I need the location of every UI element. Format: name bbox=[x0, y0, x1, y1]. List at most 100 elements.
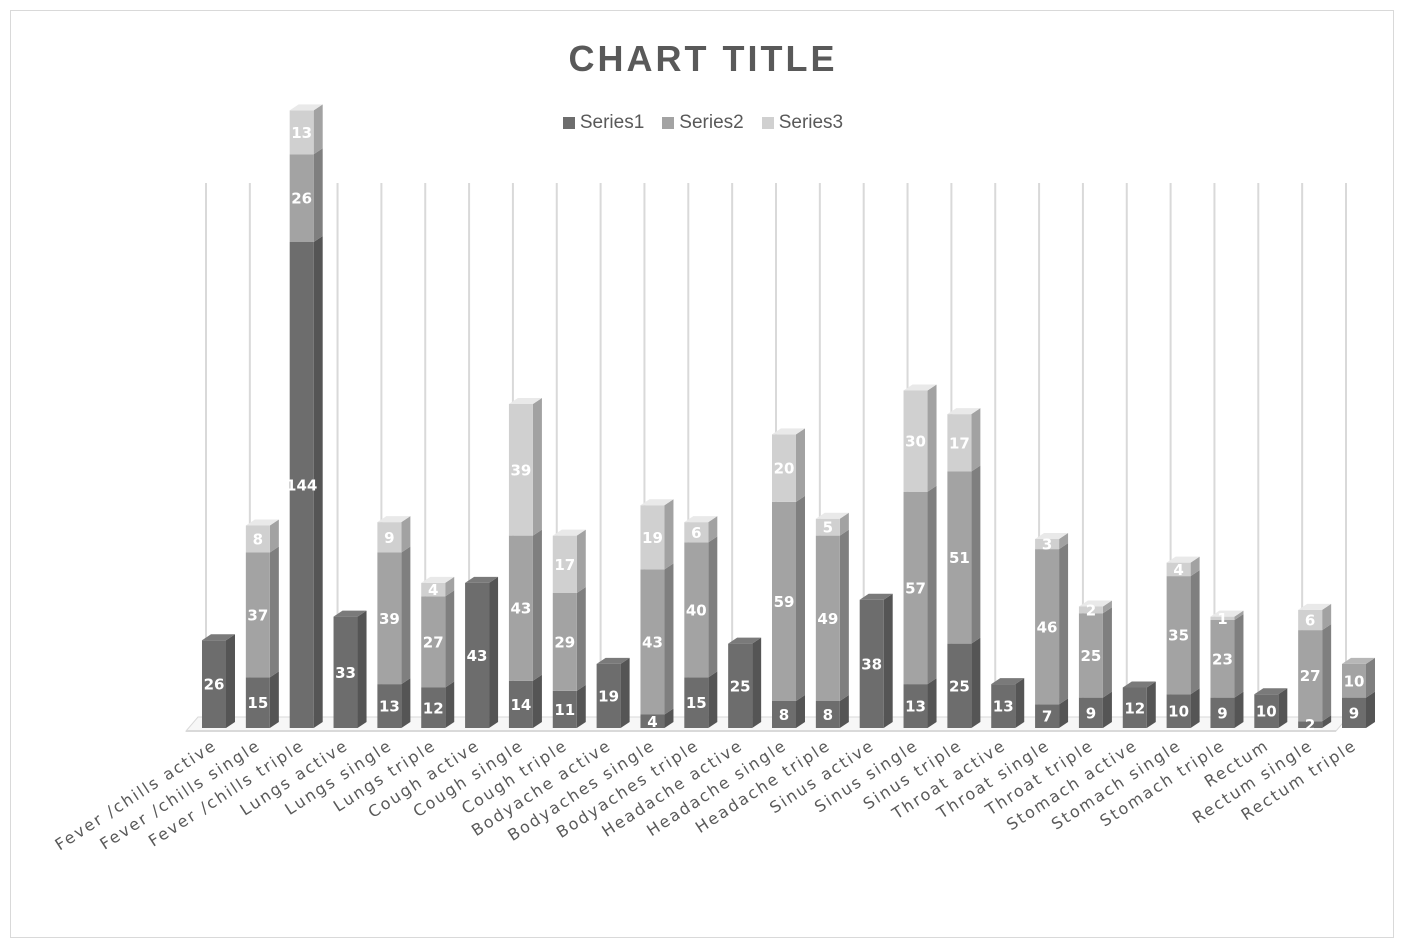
bar-segment bbox=[245, 677, 270, 728]
data-label: 59 bbox=[774, 593, 795, 611]
bar-top bbox=[465, 576, 499, 583]
data-label: 13 bbox=[905, 698, 926, 716]
data-label: 5 bbox=[823, 519, 833, 537]
bar-segment bbox=[772, 434, 796, 502]
bar-top bbox=[596, 657, 630, 664]
bar-side bbox=[796, 695, 805, 728]
data-label: 25 bbox=[949, 677, 970, 695]
data-label: 40 bbox=[686, 601, 707, 619]
bar-segment bbox=[1210, 616, 1235, 620]
bar-side bbox=[1322, 715, 1332, 728]
data-label: 39 bbox=[379, 610, 400, 628]
data-label: 12 bbox=[1124, 699, 1145, 717]
bar-side bbox=[708, 536, 718, 678]
bar-segment bbox=[1078, 606, 1103, 614]
bar-side bbox=[1059, 698, 1069, 728]
data-label: 20 bbox=[774, 460, 795, 478]
bar-top bbox=[1254, 688, 1288, 695]
bar-segment bbox=[815, 701, 840, 728]
bar-segment bbox=[596, 663, 621, 728]
bar-segment bbox=[377, 684, 402, 728]
bar-segment bbox=[859, 599, 884, 728]
bar-segment bbox=[947, 471, 972, 644]
data-label: 27 bbox=[1300, 667, 1321, 685]
bar-side bbox=[226, 634, 235, 728]
data-label: 39 bbox=[510, 461, 531, 479]
data-label: 26 bbox=[291, 190, 312, 208]
bar-segment bbox=[684, 542, 709, 678]
bar-segment bbox=[1078, 697, 1103, 728]
data-label: 14 bbox=[510, 696, 531, 714]
data-label: 8 bbox=[823, 706, 833, 724]
data-label: 19 bbox=[598, 687, 619, 705]
bar-side bbox=[401, 678, 411, 728]
data-label: 144 bbox=[286, 477, 317, 495]
bar-segment bbox=[1298, 609, 1323, 631]
bar-segment bbox=[1166, 576, 1191, 695]
bar-top bbox=[815, 512, 849, 519]
data-label: 4 bbox=[1173, 561, 1183, 579]
bar-side bbox=[796, 495, 805, 701]
bar-segment bbox=[903, 684, 928, 728]
bar-top bbox=[333, 610, 367, 617]
bar-segment bbox=[684, 677, 709, 728]
bar-segment bbox=[289, 110, 314, 155]
bar-top bbox=[728, 637, 762, 644]
bar-segment bbox=[1254, 694, 1279, 728]
bar-side bbox=[1102, 691, 1112, 728]
bar-side bbox=[269, 519, 279, 553]
bar-top bbox=[245, 519, 279, 526]
bar-side bbox=[708, 516, 718, 543]
bar-side bbox=[839, 695, 849, 728]
data-label: 35 bbox=[1168, 627, 1189, 645]
bar-side bbox=[576, 529, 586, 593]
data-label: 3 bbox=[1042, 536, 1052, 554]
bar-segment bbox=[684, 522, 709, 543]
gridlines bbox=[205, 183, 1347, 724]
bar-side bbox=[752, 637, 762, 728]
legend-label-series2: Series2 bbox=[679, 112, 744, 133]
bar-segment bbox=[1035, 549, 1060, 705]
bar-segment bbox=[728, 643, 753, 728]
bar-top bbox=[1166, 556, 1200, 563]
bar-side bbox=[620, 657, 630, 728]
bar-segment bbox=[289, 242, 314, 728]
bar-segment bbox=[947, 643, 972, 728]
bar-segment bbox=[947, 414, 972, 472]
bar-top bbox=[947, 408, 981, 415]
data-label: 6 bbox=[691, 524, 701, 542]
data-label: 2 bbox=[1086, 601, 1096, 619]
bar-side bbox=[664, 708, 674, 728]
legend-label-series3: Series3 bbox=[778, 112, 844, 133]
bar-segment bbox=[815, 535, 840, 701]
data-label: 38 bbox=[861, 655, 882, 673]
data-label: 17 bbox=[554, 556, 575, 574]
bar-top bbox=[289, 104, 323, 111]
bar-side bbox=[1366, 657, 1375, 698]
bar-segment bbox=[640, 569, 665, 715]
bar-segment bbox=[1166, 694, 1191, 728]
bar-side bbox=[401, 546, 411, 685]
data-label: 43 bbox=[467, 647, 488, 665]
bar-segment bbox=[333, 616, 358, 728]
bar-side bbox=[1366, 691, 1375, 728]
bar-segment bbox=[772, 501, 796, 701]
bar-top bbox=[508, 398, 542, 404]
data-label: 6 bbox=[1305, 612, 1315, 630]
data-label: 8 bbox=[253, 531, 263, 549]
data-labels: 2615378144261333133991227443144339112917… bbox=[204, 124, 1365, 734]
data-label: 57 bbox=[905, 579, 926, 597]
data-label: 30 bbox=[905, 433, 926, 451]
data-label: 27 bbox=[423, 633, 444, 651]
data-label: 10 bbox=[1344, 672, 1365, 690]
bar-segment bbox=[465, 582, 490, 728]
bar-segment bbox=[1122, 687, 1147, 728]
data-label: 4 bbox=[647, 713, 657, 731]
bar-side bbox=[1015, 678, 1025, 728]
data-label: 13 bbox=[291, 124, 312, 142]
bar-side bbox=[532, 529, 542, 681]
bar-segment bbox=[1210, 697, 1235, 728]
bar-segment bbox=[508, 680, 533, 728]
data-label: 17 bbox=[949, 434, 970, 452]
bar-segment bbox=[1342, 697, 1366, 728]
